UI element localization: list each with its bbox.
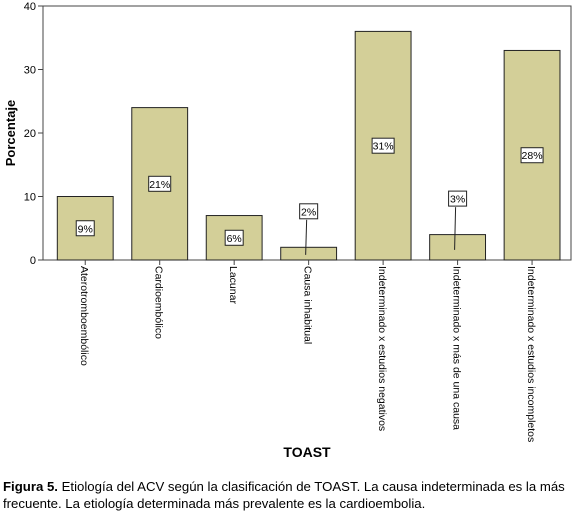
data-label: 9% <box>78 223 93 235</box>
data-label: 28% <box>522 150 543 162</box>
bar <box>280 246 338 261</box>
bar-chart: 0 10 20 30 40 9% 21% 6% 2% 31% 3% 28% Aterotrombo­… <box>3 1 572 460</box>
data-label: 2% <box>301 206 316 218</box>
x-tick-label: Causa inhabitual <box>302 266 314 344</box>
caption-text: Etiología del ACV según la clasificación… <box>3 479 565 511</box>
data-label: 6% <box>227 233 242 245</box>
x-tick-label: Aterotrombo­embólico <box>78 266 90 366</box>
y-axis: 0 10 20 30 40 <box>24 1 43 267</box>
x-tick-label: Lacunar <box>227 266 239 304</box>
data-label: 21% <box>149 179 170 191</box>
bars: 9% 21% 6% 2% 31% 3% 28% <box>56 30 561 261</box>
x-tick-label: Indeterminado x estudios negativos <box>376 266 388 431</box>
figure-caption: Figura 5. Etiología del ACV según la cla… <box>3 478 575 512</box>
x-tick-label: Indeterminado x estudios incompletos <box>525 266 537 442</box>
data-label-box <box>299 203 319 220</box>
y-tick-label: 10 <box>24 192 36 204</box>
y-axis-title: Porcentaje <box>3 100 18 166</box>
bar <box>429 234 487 261</box>
x-tick-label: Indeterminado x más de una causa <box>451 266 463 430</box>
x-axis-title: TOAST <box>283 444 331 460</box>
data-label: 31% <box>373 141 394 153</box>
data-label: 3% <box>450 194 465 206</box>
data-label-box <box>371 137 395 154</box>
data-label-box <box>520 147 544 164</box>
y-tick-label: 20 <box>24 128 36 140</box>
data-label-box <box>448 190 468 207</box>
y-tick-label: 30 <box>24 65 36 77</box>
data-label-leader <box>305 219 308 255</box>
x-axis: Aterotrombo­embólico Cardioembólico Lacuna… <box>78 260 537 442</box>
caption-label: Figura 5. <box>3 479 58 494</box>
data-label-leader <box>454 207 457 250</box>
x-tick-label: Cardioembólico <box>153 266 165 339</box>
y-tick-label: 40 <box>24 1 36 13</box>
data-label-box <box>224 229 244 246</box>
data-label-box <box>75 220 95 237</box>
data-label-box <box>148 175 172 192</box>
y-tick-label: 0 <box>30 255 36 267</box>
